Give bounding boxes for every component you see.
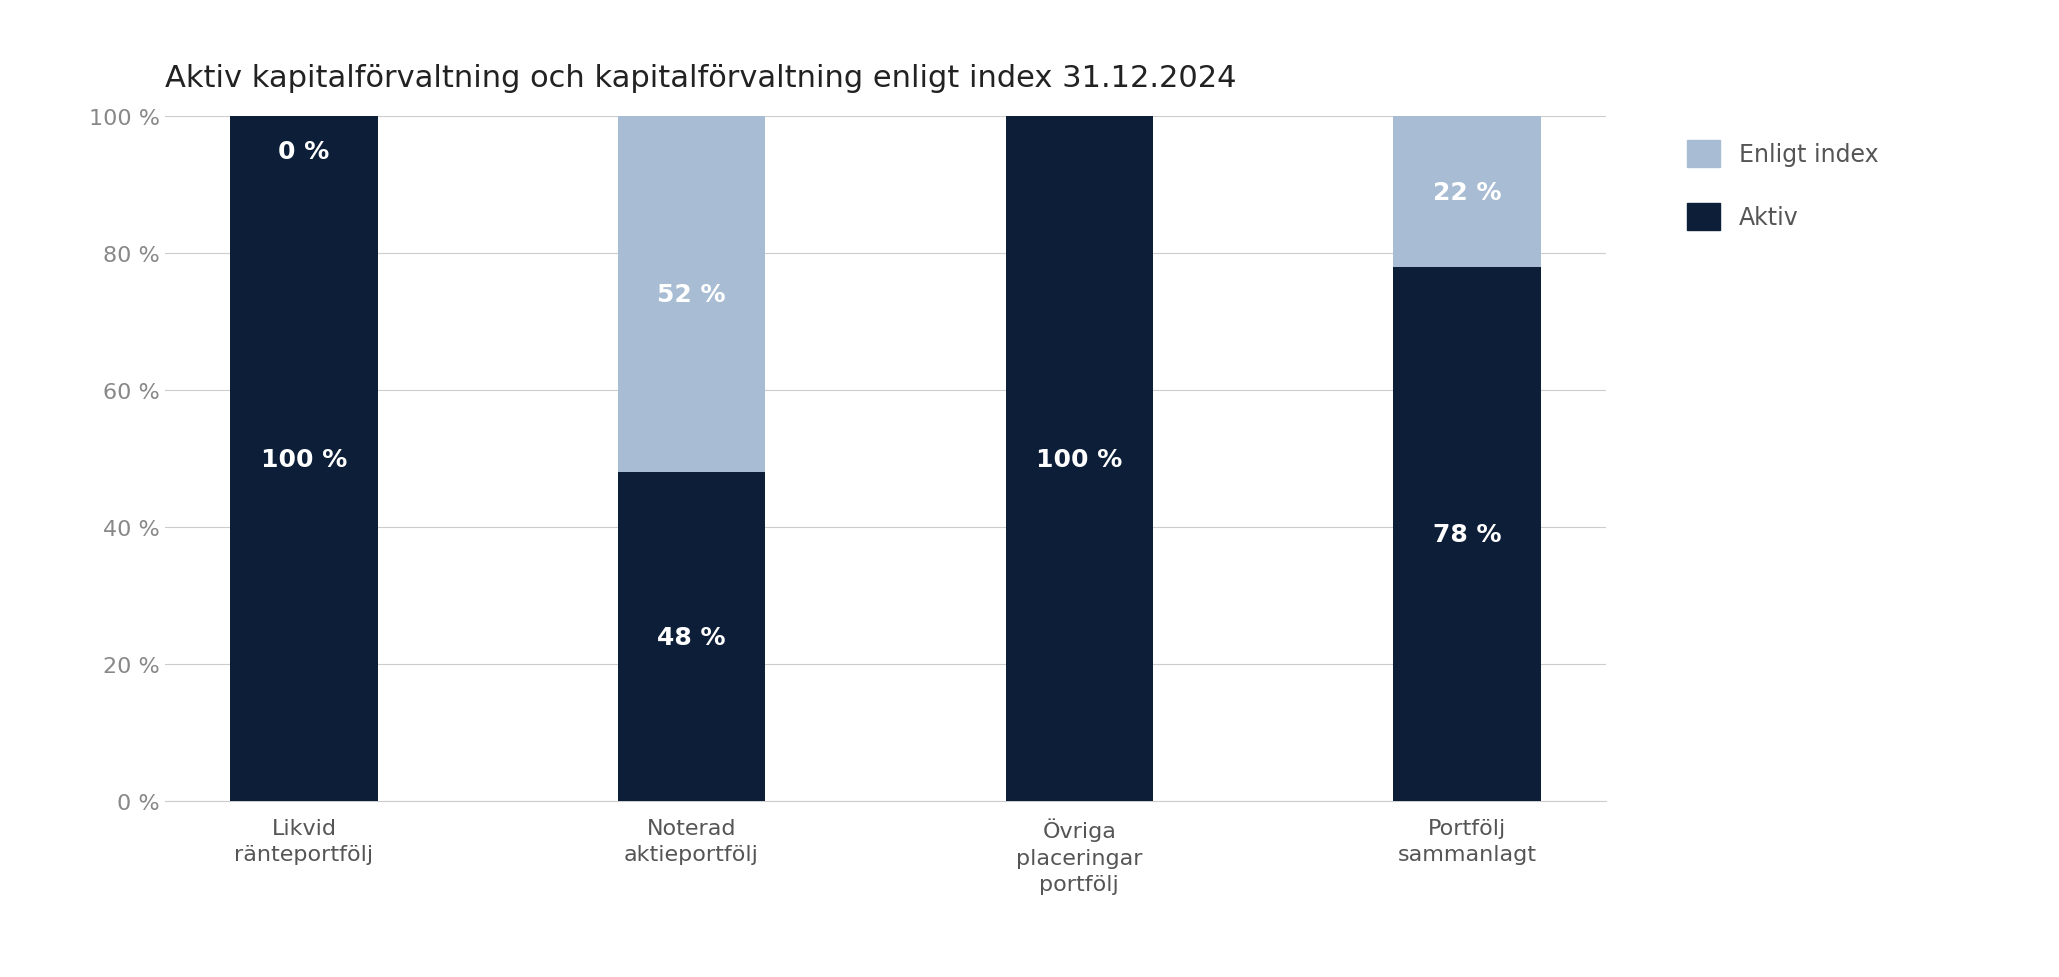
Bar xyxy=(618,117,766,473)
Text: Aktiv kapitalförvaltning och kapitalförvaltning enligt index 31.12.2024: Aktiv kapitalförvaltning och kapitalförv… xyxy=(165,64,1235,93)
Text: 22 %: 22 % xyxy=(1433,181,1501,204)
Text: 0 %: 0 % xyxy=(278,140,329,163)
Legend: Enligt index, Aktiv: Enligt index, Aktiv xyxy=(1676,129,1890,242)
Text: 100 %: 100 % xyxy=(1036,447,1122,471)
Bar xyxy=(1394,268,1540,801)
Text: 100 %: 100 % xyxy=(261,447,348,471)
Bar xyxy=(618,473,766,801)
Bar xyxy=(231,117,377,801)
Text: 78 %: 78 % xyxy=(1433,523,1501,546)
Bar xyxy=(1394,117,1540,268)
Text: 48 %: 48 % xyxy=(657,625,725,649)
Bar xyxy=(1005,117,1153,801)
Text: 52 %: 52 % xyxy=(657,283,725,307)
